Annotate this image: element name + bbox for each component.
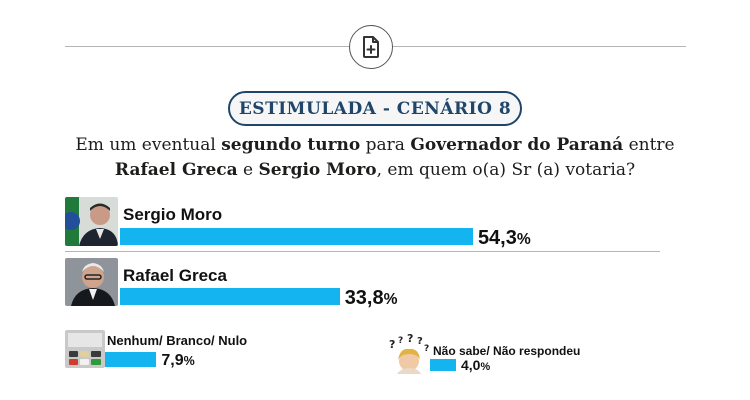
survey-question: Em um eventual segundo turno para Govern… xyxy=(40,133,710,183)
svg-text:?: ? xyxy=(398,336,403,346)
svg-text:?: ? xyxy=(389,338,395,351)
survey-scenario-label: ESTIMULADA - CENÁRIO 8 xyxy=(238,98,512,119)
bar-nulo xyxy=(105,352,157,367)
question-line-1: Em um eventual segundo turno para Govern… xyxy=(75,135,675,155)
undecided-icon: ? ? ? ? ? xyxy=(388,334,430,374)
candidate-photo-moro xyxy=(65,197,118,246)
candidate-label-greca: Rafael Greca xyxy=(123,266,227,285)
value-label-moro: 54,3% xyxy=(477,227,531,249)
svg-text:?: ? xyxy=(407,334,413,345)
top-divider-left xyxy=(65,46,349,47)
bar-greca xyxy=(120,288,340,305)
row-divider-1 xyxy=(65,251,660,252)
ballot-icon-nulo xyxy=(65,330,105,368)
value-label-nao-sabe: 4,0% xyxy=(461,357,491,373)
candidate-label-moro: Sergio Moro xyxy=(123,205,223,224)
survey-scenario-badge: ESTIMULADA - CENÁRIO 8 xyxy=(228,91,522,126)
question-line-2: Rafael Greca e Sergio Moro, em quem o(a)… xyxy=(114,160,636,180)
add-document-icon xyxy=(349,25,393,69)
value-label-nulo: 7,9% xyxy=(161,352,195,369)
svg-text:?: ? xyxy=(417,336,423,347)
candidate-label-nulo: Nenhum/ Branco/ Nulo xyxy=(107,333,248,348)
top-divider-right xyxy=(393,46,686,47)
bar-nao-sabe xyxy=(430,359,456,371)
bar-moro xyxy=(120,228,473,245)
candidate-label-nao-sabe: Não sabe/ Não respondeu xyxy=(433,344,581,358)
svg-text:?: ? xyxy=(424,344,429,354)
candidate-photo-greca xyxy=(65,258,118,306)
value-label-greca: 33,8% xyxy=(344,287,398,309)
